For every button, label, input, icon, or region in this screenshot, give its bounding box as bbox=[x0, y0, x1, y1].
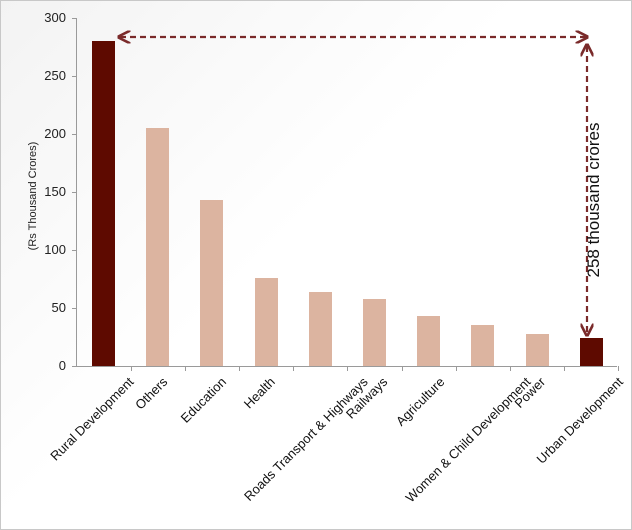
x-tick bbox=[239, 366, 240, 371]
bar bbox=[200, 200, 223, 366]
y-tick-label: 300 bbox=[20, 10, 66, 25]
y-tick-label: 100 bbox=[20, 242, 66, 257]
bar bbox=[255, 278, 278, 366]
x-tick bbox=[402, 366, 403, 371]
x-tick bbox=[347, 366, 348, 371]
y-axis bbox=[76, 18, 77, 367]
x-tick bbox=[510, 366, 511, 371]
difference-annotation: 258 thousand crores bbox=[584, 123, 604, 278]
bar bbox=[363, 299, 386, 366]
y-tick-label: 250 bbox=[20, 68, 66, 83]
bar bbox=[580, 338, 603, 366]
y-tick-label: 150 bbox=[20, 184, 66, 199]
y-tick-label: 50 bbox=[20, 300, 66, 315]
x-tick bbox=[293, 366, 294, 371]
bar bbox=[417, 316, 440, 366]
bar bbox=[309, 292, 332, 366]
bar bbox=[146, 128, 169, 366]
bar bbox=[92, 41, 115, 366]
x-tick bbox=[185, 366, 186, 371]
x-tick bbox=[564, 366, 565, 371]
bar bbox=[526, 334, 549, 366]
x-tick bbox=[456, 366, 457, 371]
x-tick bbox=[618, 366, 619, 371]
x-tick bbox=[131, 366, 132, 371]
y-tick-label: 200 bbox=[20, 126, 66, 141]
bar bbox=[471, 325, 494, 366]
y-tick-label: 0 bbox=[20, 358, 66, 373]
